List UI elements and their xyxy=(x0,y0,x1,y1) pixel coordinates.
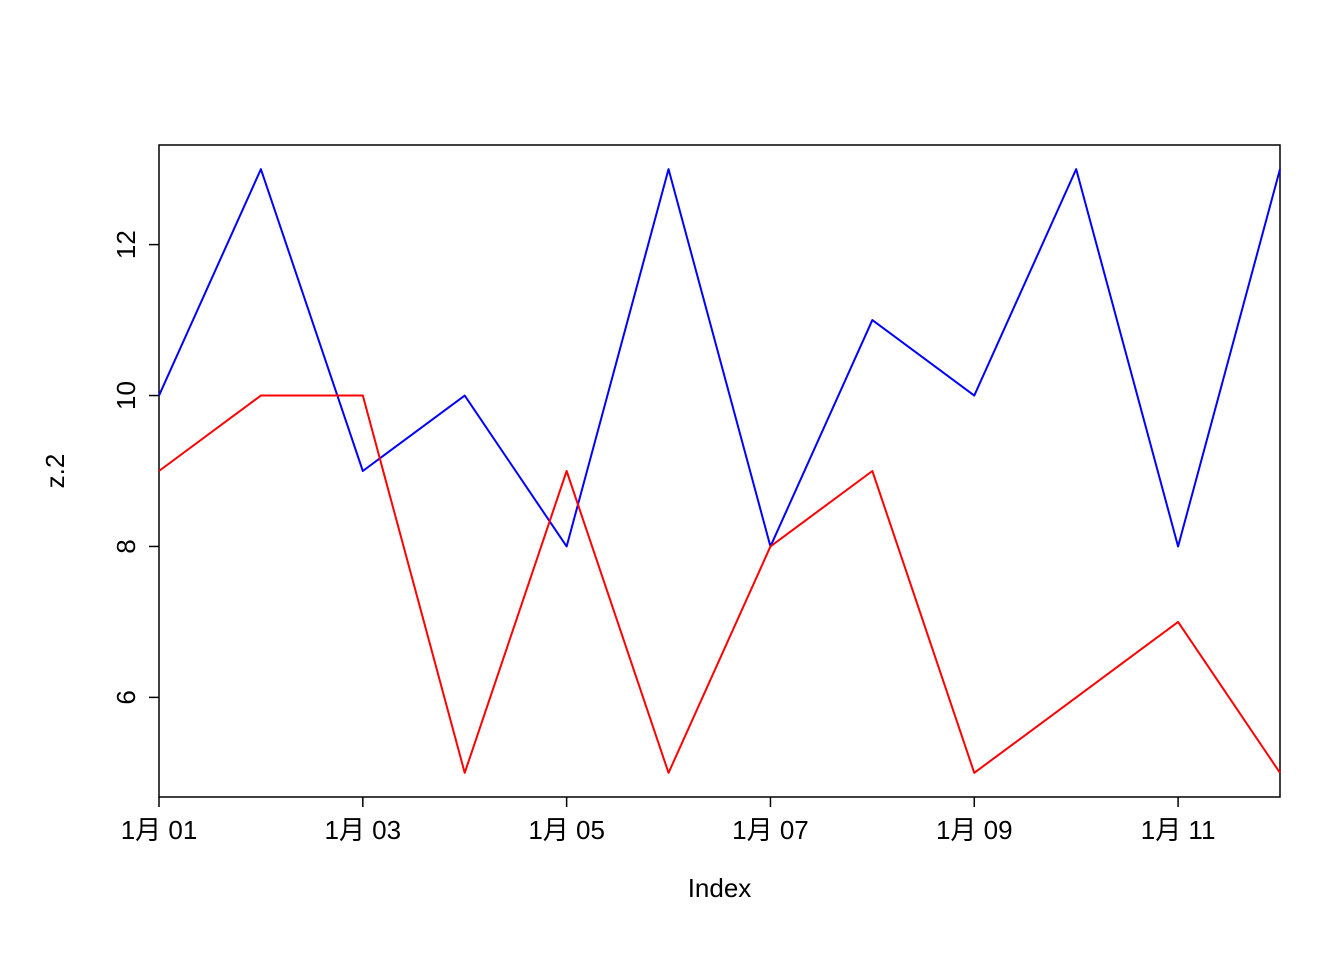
x-tick-label: 1月 05 xyxy=(528,815,605,845)
y-axis-label: z.2 xyxy=(40,454,70,489)
chart-svg: 6 8 10 12 1月 01 1月 03 1月 05 1月 07 1月 09 1月 11 Inde… xyxy=(0,0,1344,960)
x-tick-label: 1月 07 xyxy=(732,815,809,845)
y-tick-label: 6 xyxy=(111,690,141,704)
x-tick-label: 1月 09 xyxy=(936,815,1013,845)
line-chart: 6 8 10 12 1月 01 1月 03 1月 05 1月 07 1月 09 1月 11 Inde… xyxy=(0,0,1344,960)
y-tick-label: 10 xyxy=(111,381,141,410)
y-tick-label: 12 xyxy=(111,230,141,259)
x-tick-label: 1月 01 xyxy=(121,815,198,845)
x-tick-label: 1月 03 xyxy=(325,815,402,845)
x-axis-label: Index xyxy=(688,873,752,903)
y-tick-label: 8 xyxy=(111,539,141,553)
x-tick-label: 1月 11 xyxy=(1141,815,1216,845)
